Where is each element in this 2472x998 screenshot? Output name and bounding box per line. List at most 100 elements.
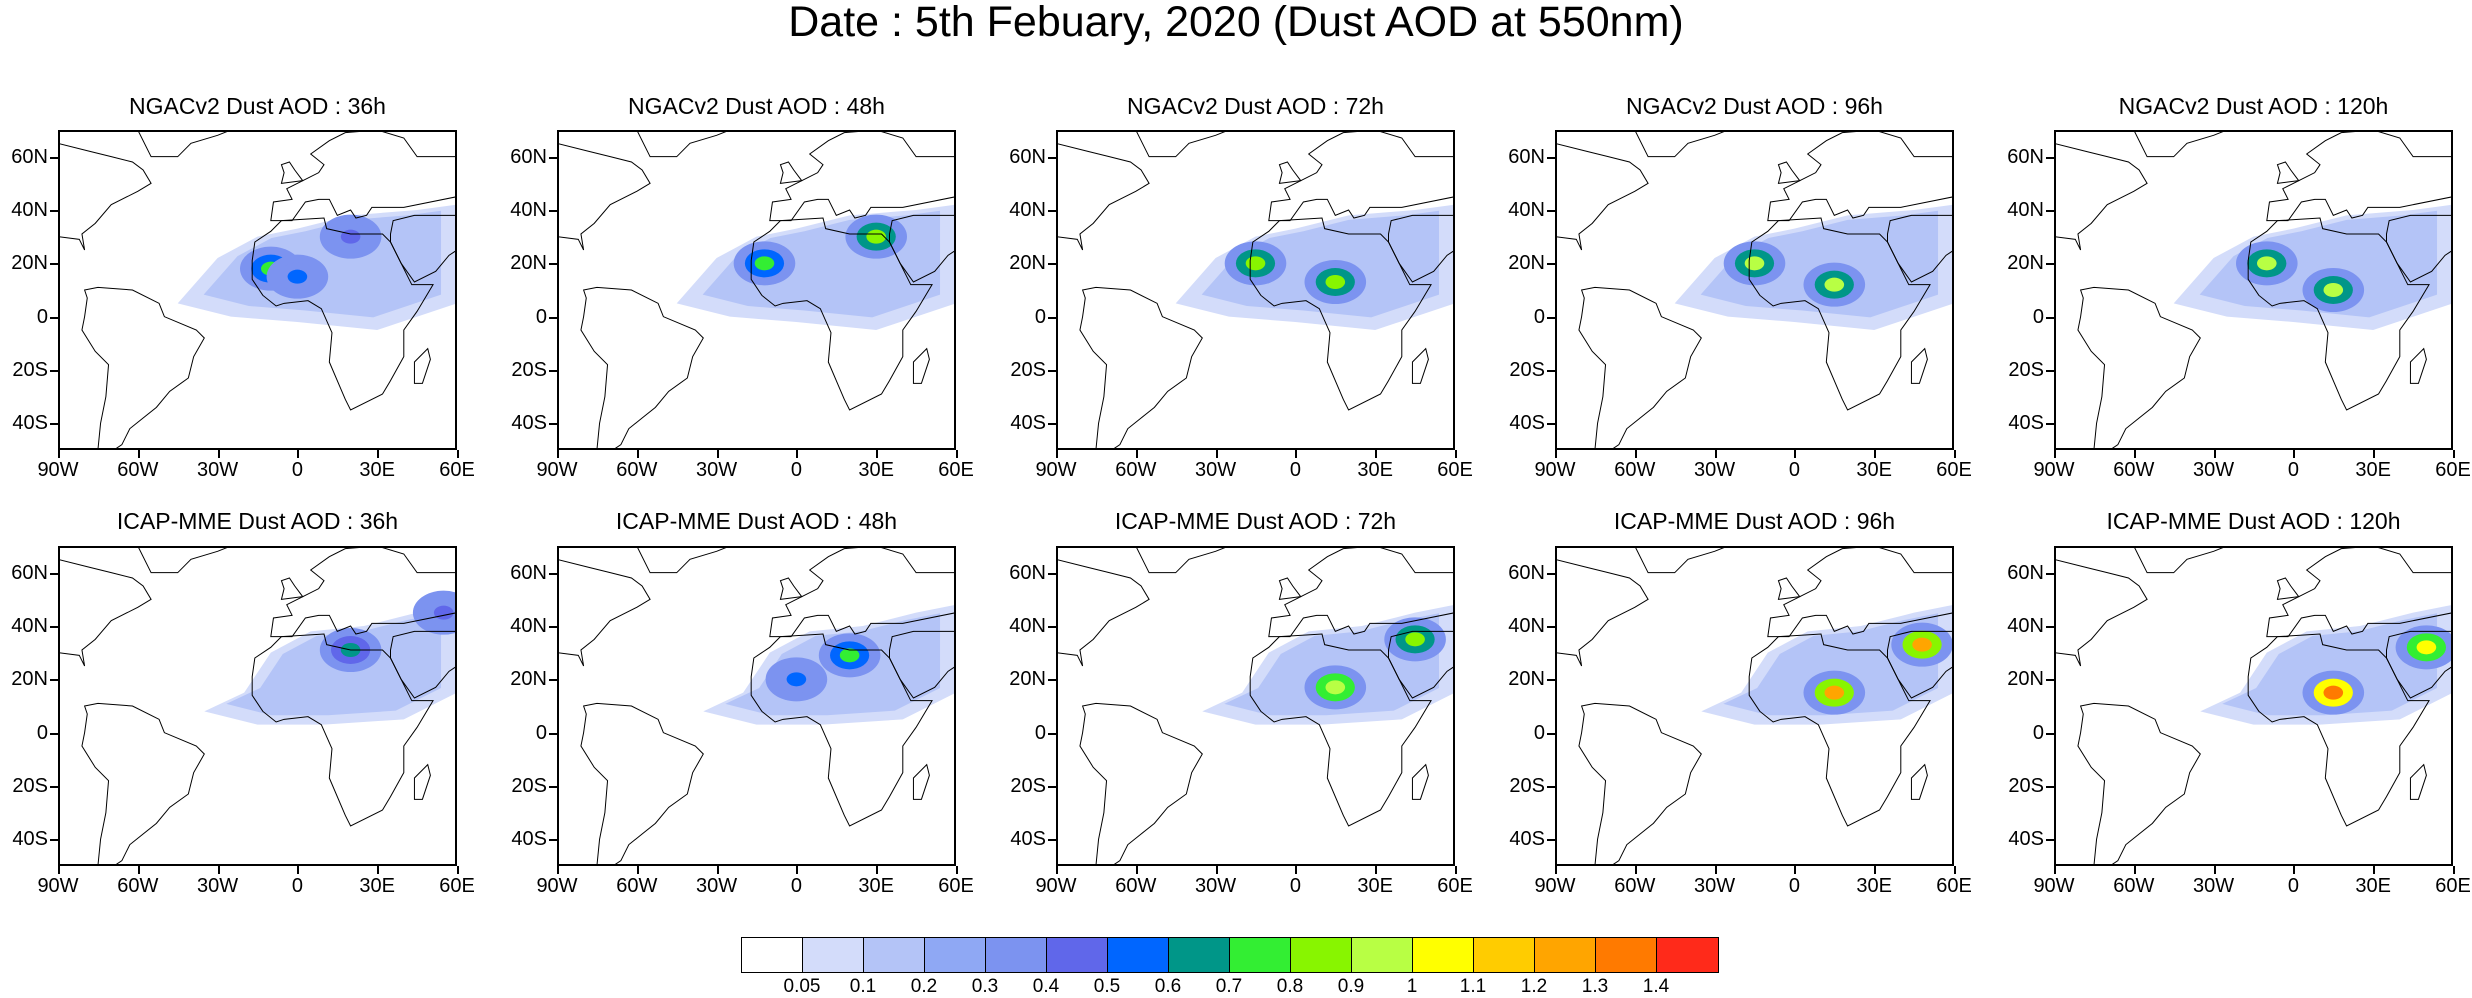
- longitude-label: 90W: [1534, 875, 1576, 897]
- coastline: [1777, 161, 1801, 184]
- latitude-tick: [1547, 733, 1555, 735]
- panel-title: ICAP-MME Dust AOD : 96h: [1613, 508, 1896, 534]
- coastline: [1136, 132, 1226, 158]
- coastline: [280, 577, 304, 600]
- latitude-tick: [2046, 210, 2054, 212]
- latitude-tick: [1547, 573, 1555, 575]
- longitude-tick: [377, 866, 379, 874]
- panel-title: NGACv2 Dust AOD : 120h: [2118, 93, 2389, 119]
- latitude-tick: [1048, 733, 1056, 735]
- dust-hotspot: [839, 648, 860, 663]
- dust-hotspot: [1824, 277, 1845, 292]
- latitude-tick: [1048, 573, 1056, 575]
- panel-title: ICAP-MME Dust AOD : 120h: [2106, 508, 2401, 534]
- map-canvas: [559, 132, 954, 448]
- longitude-label: 30W: [197, 459, 239, 481]
- dust-hotspot: [1405, 632, 1425, 647]
- map-panel: [58, 130, 457, 450]
- longitude-label: 30E: [359, 875, 395, 897]
- longitude-label: 30W: [1694, 459, 1736, 481]
- longitude-label: 60E: [439, 875, 475, 897]
- latitude-tick: [50, 210, 58, 212]
- latitude-label: 60N: [2007, 561, 2044, 584]
- longitude-label: 90W: [2033, 459, 2075, 481]
- coastline: [1767, 548, 1952, 638]
- longitude-tick: [2453, 450, 2455, 458]
- map-canvas: [60, 132, 455, 448]
- latitude-label: 20N: [2007, 668, 2044, 691]
- colorbar-swatch: [1596, 938, 1657, 972]
- longitude-label: 30E: [2355, 875, 2391, 897]
- dust-hotspot: [2257, 256, 2277, 271]
- latitude-label: 40S: [1509, 412, 1545, 435]
- colorbar-label: 1.4: [1642, 976, 1670, 997]
- coastline: [1777, 577, 1801, 600]
- coastline: [889, 630, 954, 699]
- map-panel: [2054, 130, 2453, 450]
- latitude-tick: [549, 317, 557, 319]
- latitude-label: 20S: [511, 775, 547, 797]
- latitude-tick: [2046, 157, 2054, 159]
- coastline: [1910, 347, 1928, 384]
- longitude-label: 60E: [938, 459, 974, 481]
- longitude-tick: [1635, 866, 1637, 874]
- latitude-label: 40S: [1509, 828, 1545, 851]
- longitude-tick: [1295, 866, 1297, 874]
- longitude-tick: [1295, 450, 1297, 458]
- dust-hotspot: [1744, 256, 1765, 271]
- latitude-label: 20S: [1010, 359, 1046, 381]
- colorbar-label: 0.2: [910, 976, 938, 997]
- coastline: [280, 161, 304, 184]
- longitude-tick: [1715, 866, 1717, 874]
- coastline: [81, 702, 205, 864]
- latitude-tick: [2046, 573, 2054, 575]
- longitude-label: 30W: [1195, 459, 1237, 481]
- colorbar-label: 0.8: [1276, 976, 1304, 997]
- dust-hotspot: [2323, 685, 2344, 700]
- latitude-label: 20S: [1509, 775, 1545, 797]
- latitude-label: 0: [535, 305, 547, 328]
- colorbar-label: 0.6: [1154, 976, 1182, 997]
- latitude-tick: [50, 786, 58, 788]
- latitude-label: 0: [1533, 305, 1545, 328]
- longitude-tick: [557, 866, 559, 874]
- coastline: [637, 132, 727, 158]
- longitude-tick: [1216, 450, 1218, 458]
- coastline: [1249, 217, 1432, 411]
- longitude-tick: [1794, 866, 1796, 874]
- dust-plume-core: [1723, 613, 1939, 716]
- latitude-tick: [50, 733, 58, 735]
- latitude-tick: [50, 370, 58, 372]
- latitude-label: 20S: [1509, 359, 1545, 381]
- latitude-tick: [50, 317, 58, 319]
- longitude-label: 0: [790, 459, 802, 481]
- coastline: [779, 577, 803, 600]
- longitude-tick: [297, 866, 299, 874]
- longitude-tick: [1455, 866, 1457, 874]
- map-panel: [1056, 130, 1455, 450]
- coastline: [769, 132, 954, 222]
- longitude-tick: [1874, 866, 1876, 874]
- longitude-tick: [1555, 450, 1557, 458]
- latitude-label: 40N: [510, 199, 547, 221]
- coastline: [559, 143, 651, 251]
- longitude-tick: [1555, 866, 1557, 874]
- longitude-tick: [1794, 450, 1796, 458]
- coastline: [138, 132, 228, 158]
- longitude-tick: [1715, 450, 1717, 458]
- longitude-label: 0: [2287, 459, 2299, 481]
- coastline: [1079, 702, 1203, 864]
- latitude-tick: [549, 157, 557, 159]
- figure-title: Date : 5th Febuary, 2020 (Dust AOD at 55…: [788, 0, 1684, 46]
- longitude-label: 0: [291, 459, 303, 481]
- latitude-label: 40N: [1508, 615, 1545, 637]
- coastline: [1411, 763, 1429, 800]
- latitude-label: 20S: [511, 359, 547, 381]
- longitude-label: 90W: [2033, 875, 2075, 897]
- latitude-label: 40S: [1010, 828, 1046, 851]
- latitude-tick: [1048, 839, 1056, 841]
- panel-title: NGACv2 Dust AOD : 48h: [628, 93, 885, 119]
- longitude-label: 30E: [858, 875, 894, 897]
- coastline: [2386, 214, 2451, 283]
- colorbar-swatch: [864, 938, 925, 972]
